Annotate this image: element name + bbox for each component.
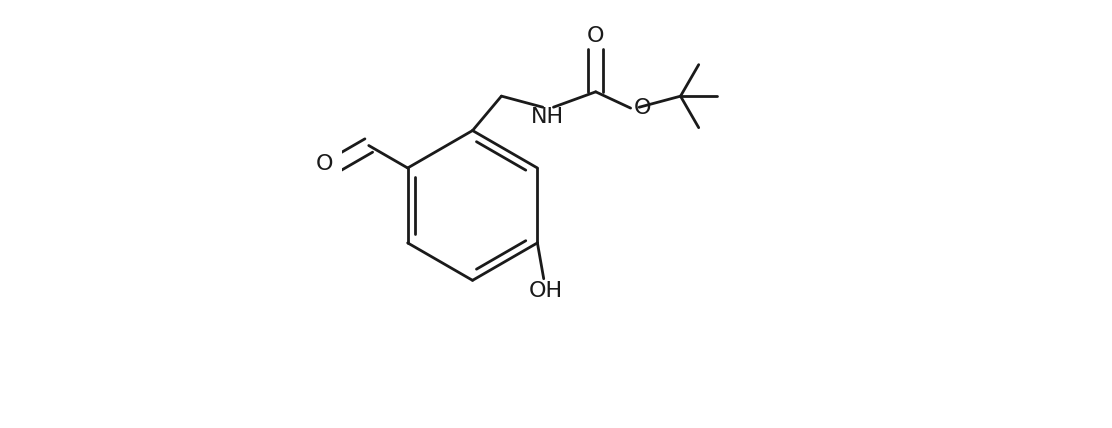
Text: O: O bbox=[316, 154, 332, 174]
Text: O: O bbox=[587, 26, 605, 46]
Text: O: O bbox=[634, 98, 652, 118]
Text: NH: NH bbox=[532, 107, 565, 127]
Text: OH: OH bbox=[529, 281, 563, 301]
